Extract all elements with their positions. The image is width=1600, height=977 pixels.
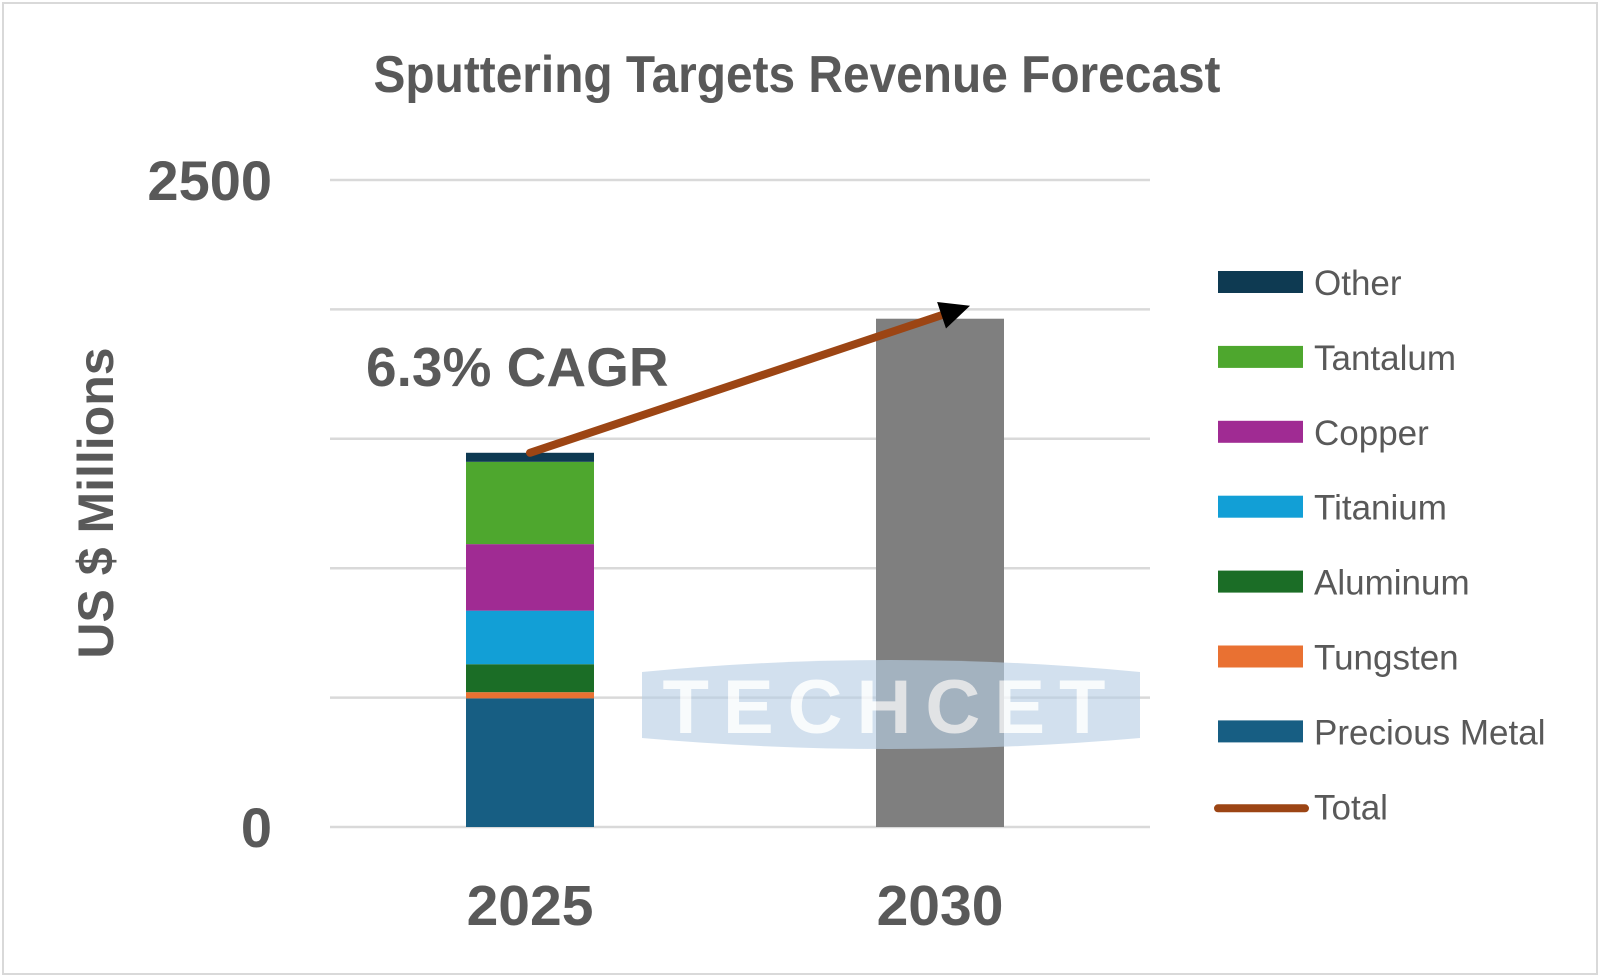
legend-item-titanium: Titanium (1218, 489, 1447, 528)
legend-swatch (1218, 420, 1303, 443)
y-tick-label: 0 (241, 796, 272, 859)
legend-item-copper: Copper (1218, 414, 1429, 453)
legend-swatch (1218, 345, 1303, 368)
x-axis-ticks: 2025 2030 (467, 874, 1004, 938)
legend-label: Total (1314, 788, 1388, 827)
legend-item-other: Other (1218, 264, 1402, 303)
bar-segment-other-2025 (466, 452, 594, 462)
legend-label: Other (1314, 264, 1402, 303)
y-axis-label: US $ Millions (68, 347, 124, 658)
watermark-band (642, 660, 1140, 749)
bar-segment-copper-2025 (466, 544, 594, 611)
arrowhead-icon (937, 301, 970, 329)
legend-swatch (1218, 720, 1303, 743)
x-tick-label: 2030 (877, 874, 1004, 938)
chart-title: Sputtering Targets Revenue Forecast (374, 45, 1221, 103)
legend-item-total: Total (1214, 788, 1388, 827)
legend-item-aluminum: Aluminum (1218, 564, 1470, 603)
legend-swatch (1218, 570, 1303, 593)
bar-segment-aluminum-2025 (466, 664, 594, 693)
legend-label: Titanium (1314, 489, 1447, 528)
legend-item-precious-metal: Precious Metal (1218, 713, 1545, 752)
legend: Other Tantalum Copper Titanium Aluminum Tungs… (1214, 264, 1545, 827)
legend-item-tantalum: Tantalum (1218, 339, 1456, 378)
bar-segment-tungsten-2025 (466, 692, 594, 699)
total-line (526, 309, 950, 457)
legend-swatch (1218, 495, 1303, 518)
legend-label: Tungsten (1314, 639, 1459, 678)
legend-label: Copper (1314, 414, 1429, 453)
y-tick-label: 2500 (147, 149, 272, 212)
bar-segment-titanium-2025 (466, 610, 594, 665)
legend-swatch (1218, 645, 1303, 668)
legend-swatch (1218, 271, 1303, 293)
techcet-watermark: TECHCET (642, 660, 1140, 750)
bar-segment-tantalum-2025 (466, 461, 594, 545)
legend-item-tungsten: Tungsten (1218, 639, 1459, 678)
legend-label: Precious Metal (1314, 713, 1545, 752)
x-tick-label: 2025 (467, 874, 594, 938)
bar-segment-precious-metal-2025 (466, 698, 594, 827)
watermark-text: TECHCET (663, 665, 1120, 750)
bar-total-2030 (876, 318, 1004, 827)
y-axis-ticks: 0 2500 (147, 149, 272, 859)
total-trend-arrow (526, 301, 970, 457)
legend-label: Aluminum (1314, 564, 1470, 603)
cagr-annotation: 6.3% CAGR (366, 336, 669, 398)
legend-label: Tantalum (1314, 339, 1456, 378)
